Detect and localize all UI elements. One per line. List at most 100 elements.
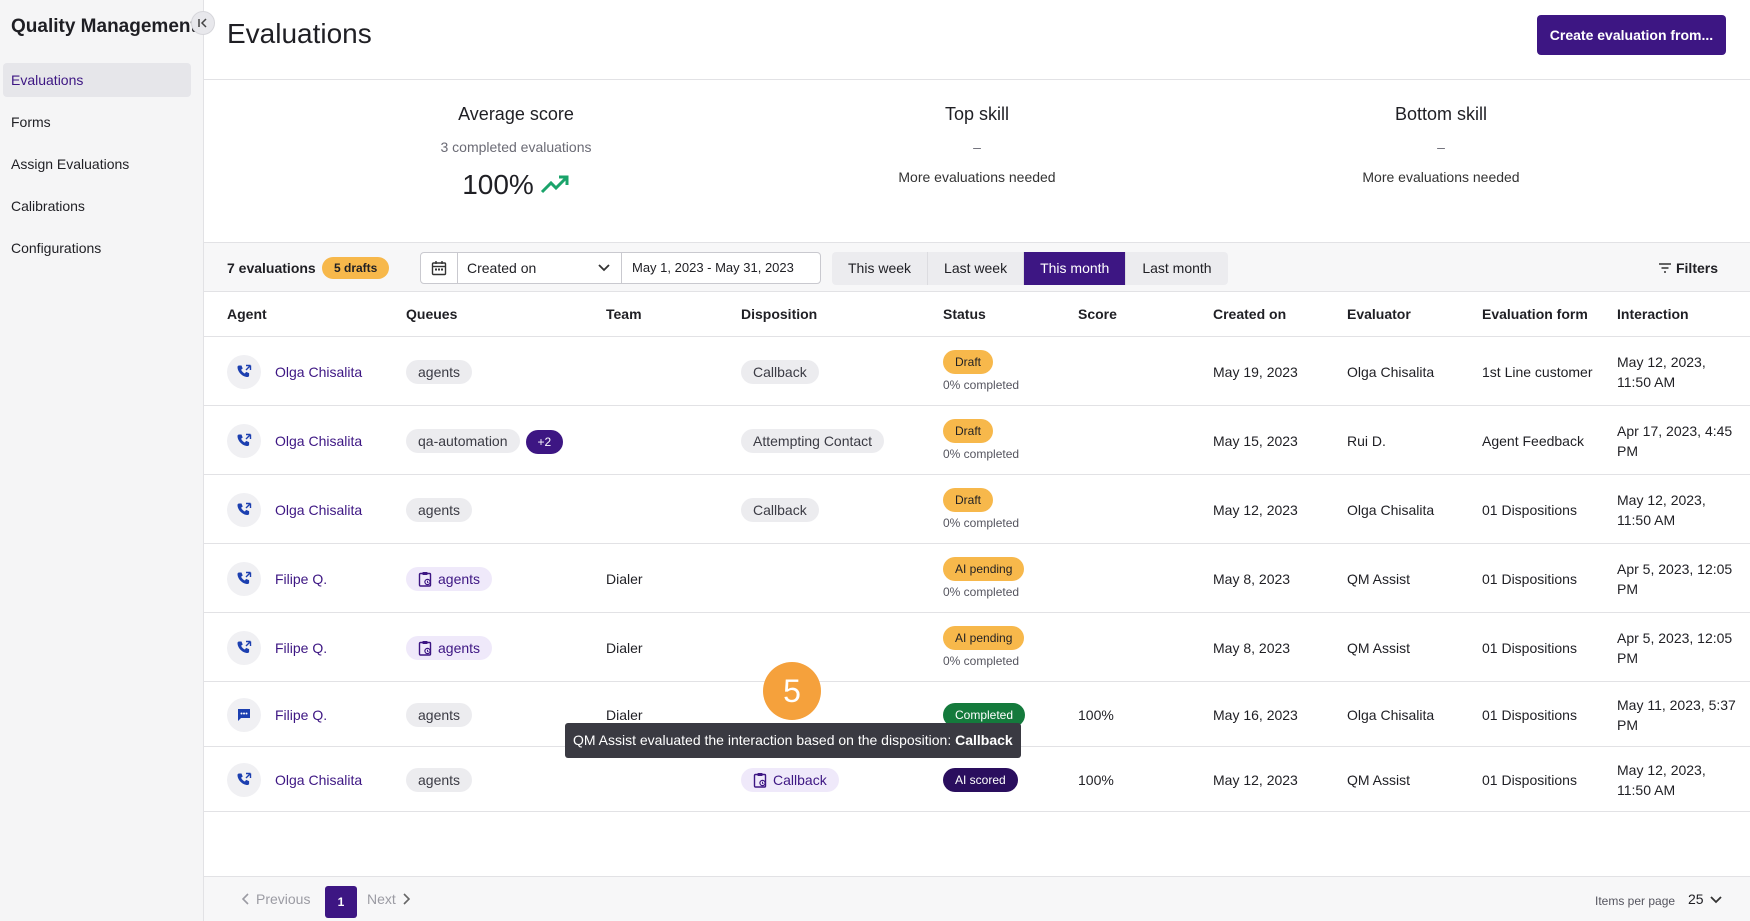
- chat-icon: [227, 698, 261, 732]
- sidebar-item-evaluations[interactable]: Evaluations: [3, 63, 191, 97]
- create-evaluation-button[interactable]: Create evaluation from...: [1537, 15, 1726, 55]
- collapse-sidebar-button[interactable]: [191, 11, 215, 35]
- sidebar-item-calibrations[interactable]: Calibrations: [11, 198, 85, 214]
- table-row[interactable]: Olga Chisalita agents Callback Draft 0% comp…: [204, 337, 1750, 406]
- queue-chip: agents: [406, 703, 473, 727]
- agent-link[interactable]: Olga Chisalita: [275, 502, 363, 518]
- column-queues[interactable]: Queues: [406, 306, 458, 322]
- average-score-card: Average score 3 completed evaluations 10…: [366, 104, 666, 201]
- disposition-cell: Callback: [741, 360, 819, 384]
- average-score-value: 100%: [462, 169, 570, 201]
- app-title: Quality Management: [11, 16, 197, 37]
- period-last-month[interactable]: Last month: [1142, 260, 1212, 276]
- disposition-chip[interactable]: Callback: [741, 768, 839, 792]
- tooltip-bold: Callback: [955, 732, 1013, 748]
- evaluator-cell: QM Assist: [1347, 571, 1411, 587]
- agent-link[interactable]: Filipe Q.: [275, 707, 328, 723]
- date-field-value: Created on: [467, 260, 537, 276]
- status-badge: Draft: [943, 350, 994, 374]
- column-evaluator[interactable]: Evaluator: [1347, 306, 1411, 322]
- agent-link[interactable]: Olga Chisalita: [275, 772, 363, 788]
- period-this-week[interactable]: This week: [832, 252, 929, 285]
- interaction-line: PM: [1617, 717, 1638, 733]
- evaluator-cell: Olga Chisalita: [1347, 707, 1435, 723]
- calendar-button[interactable]: [420, 252, 458, 284]
- date-range-input[interactable]: May 1, 2023 - May 31, 2023: [621, 252, 821, 284]
- interaction-line: May 12, 2023,: [1617, 354, 1706, 370]
- table-row[interactable]: Filipe Q. agents Dialer Completed 100% May 16…: [204, 682, 1750, 747]
- previous-page-button[interactable]: Previous: [242, 891, 310, 907]
- team-cell: Dialer: [606, 707, 643, 723]
- table-row[interactable]: Olga Chisalita qa-automation +2 Attempting …: [204, 406, 1750, 475]
- created-on-cell: May 19, 2023: [1213, 364, 1298, 380]
- average-score-subtitle: 3 completed evaluations: [440, 139, 592, 155]
- sidebar-item-configurations[interactable]: Configurations: [11, 240, 102, 256]
- ai-clipboard-icon: [418, 640, 432, 656]
- status-cell: Draft 0% completed: [943, 419, 1019, 461]
- agent-link[interactable]: Filipe Q.: [275, 640, 328, 656]
- interaction-line: 11:50 AM: [1617, 782, 1676, 798]
- column-status[interactable]: Status: [943, 306, 986, 322]
- status-badge: Draft: [943, 488, 994, 512]
- column-disposition[interactable]: Disposition: [741, 306, 818, 322]
- created-on-cell: May 16, 2023: [1213, 707, 1298, 723]
- chevron-right-icon: [403, 893, 410, 905]
- sidebar-item-assign-evaluations[interactable]: Assign Evaluations: [11, 156, 130, 172]
- evaluation-form-cell: 01 Dispositions: [1482, 707, 1577, 723]
- phone-icon: [227, 355, 261, 389]
- queue-label: agents: [438, 571, 481, 587]
- sidebar-item-forms[interactable]: Forms: [11, 114, 51, 130]
- date-field-select[interactable]: Created on: [458, 252, 624, 284]
- column-created-on[interactable]: Created on: [1213, 306, 1287, 322]
- next-page-button[interactable]: Next: [367, 891, 410, 907]
- items-per-page-select[interactable]: 25: [1688, 891, 1722, 907]
- table-row[interactable]: Filipe Q. agents Dialer AI pending 0% comple…: [204, 544, 1750, 613]
- interaction-line: May 12, 2023,: [1617, 762, 1706, 778]
- column-interaction[interactable]: Interaction: [1617, 306, 1689, 322]
- pagination-bar: Previous 1 Next Items per page 25: [204, 876, 1750, 921]
- period-this-month[interactable]: This month: [1024, 252, 1127, 285]
- queue-cell: agents: [406, 703, 473, 727]
- period-toggle-group: This week Last week This month Last mont…: [832, 252, 1228, 285]
- more-queues-chip[interactable]: +2: [525, 430, 564, 454]
- column-agent[interactable]: Agent: [227, 306, 267, 322]
- agent-link[interactable]: Olga Chisalita: [275, 364, 363, 380]
- filters-button[interactable]: Filters: [1658, 260, 1718, 276]
- collapse-left-icon: [198, 18, 207, 28]
- team-cell: Dialer: [606, 640, 643, 656]
- table-row[interactable]: Olga Chisalita agents Callback Draft 0% comp…: [204, 475, 1750, 544]
- interaction-line: May 12, 2023,: [1617, 492, 1706, 508]
- sidebar: Quality Management Evaluations Forms Ass…: [0, 0, 204, 921]
- top-skill-title: Top skill: [944, 104, 1010, 124]
- disposition-cell: Attempting Contact: [741, 429, 885, 453]
- column-evaluation-form[interactable]: Evaluation form: [1482, 306, 1588, 322]
- interaction-line: 11:50 AM: [1617, 512, 1676, 528]
- progress-text: 0% completed: [943, 516, 1020, 530]
- page-number-button[interactable]: 1: [325, 886, 357, 918]
- score-cell: 100%: [1078, 772, 1114, 788]
- column-score[interactable]: Score: [1078, 306, 1117, 322]
- chevron-down-icon: [1709, 896, 1722, 904]
- table-row[interactable]: Olga Chisalita agents Callback AI scored 100…: [204, 747, 1750, 812]
- evaluation-count: 7 evaluations: [227, 260, 316, 276]
- phone-icon: [227, 763, 261, 797]
- average-score-title: Average score: [458, 104, 574, 124]
- status-cell: Draft 0% completed: [943, 350, 1019, 392]
- queue-chip: qa-automation: [406, 429, 520, 453]
- status-cell: AI pending 0% completed: [943, 557, 1025, 599]
- interaction-line: Apr 5, 2023, 12:05: [1617, 630, 1733, 646]
- progress-text: 0% completed: [943, 654, 1020, 668]
- agent-link[interactable]: Filipe Q.: [275, 571, 328, 587]
- evaluator-cell: Rui D.: [1347, 433, 1386, 449]
- created-on-cell: May 12, 2023: [1213, 772, 1298, 788]
- calendar-icon: [431, 261, 447, 276]
- queue-chip: agents: [406, 498, 473, 522]
- period-last-week[interactable]: Last week: [928, 252, 1025, 285]
- column-team[interactable]: Team: [606, 306, 642, 322]
- filters-label: Filters: [1675, 260, 1718, 276]
- team-cell: Dialer: [606, 571, 643, 587]
- queue-label: agents: [418, 502, 461, 518]
- table-row[interactable]: Filipe Q. agents Dialer AI pending 0% comple…: [204, 613, 1750, 682]
- agent-link[interactable]: Olga Chisalita: [275, 433, 363, 449]
- ai-clipboard-icon: [418, 571, 432, 587]
